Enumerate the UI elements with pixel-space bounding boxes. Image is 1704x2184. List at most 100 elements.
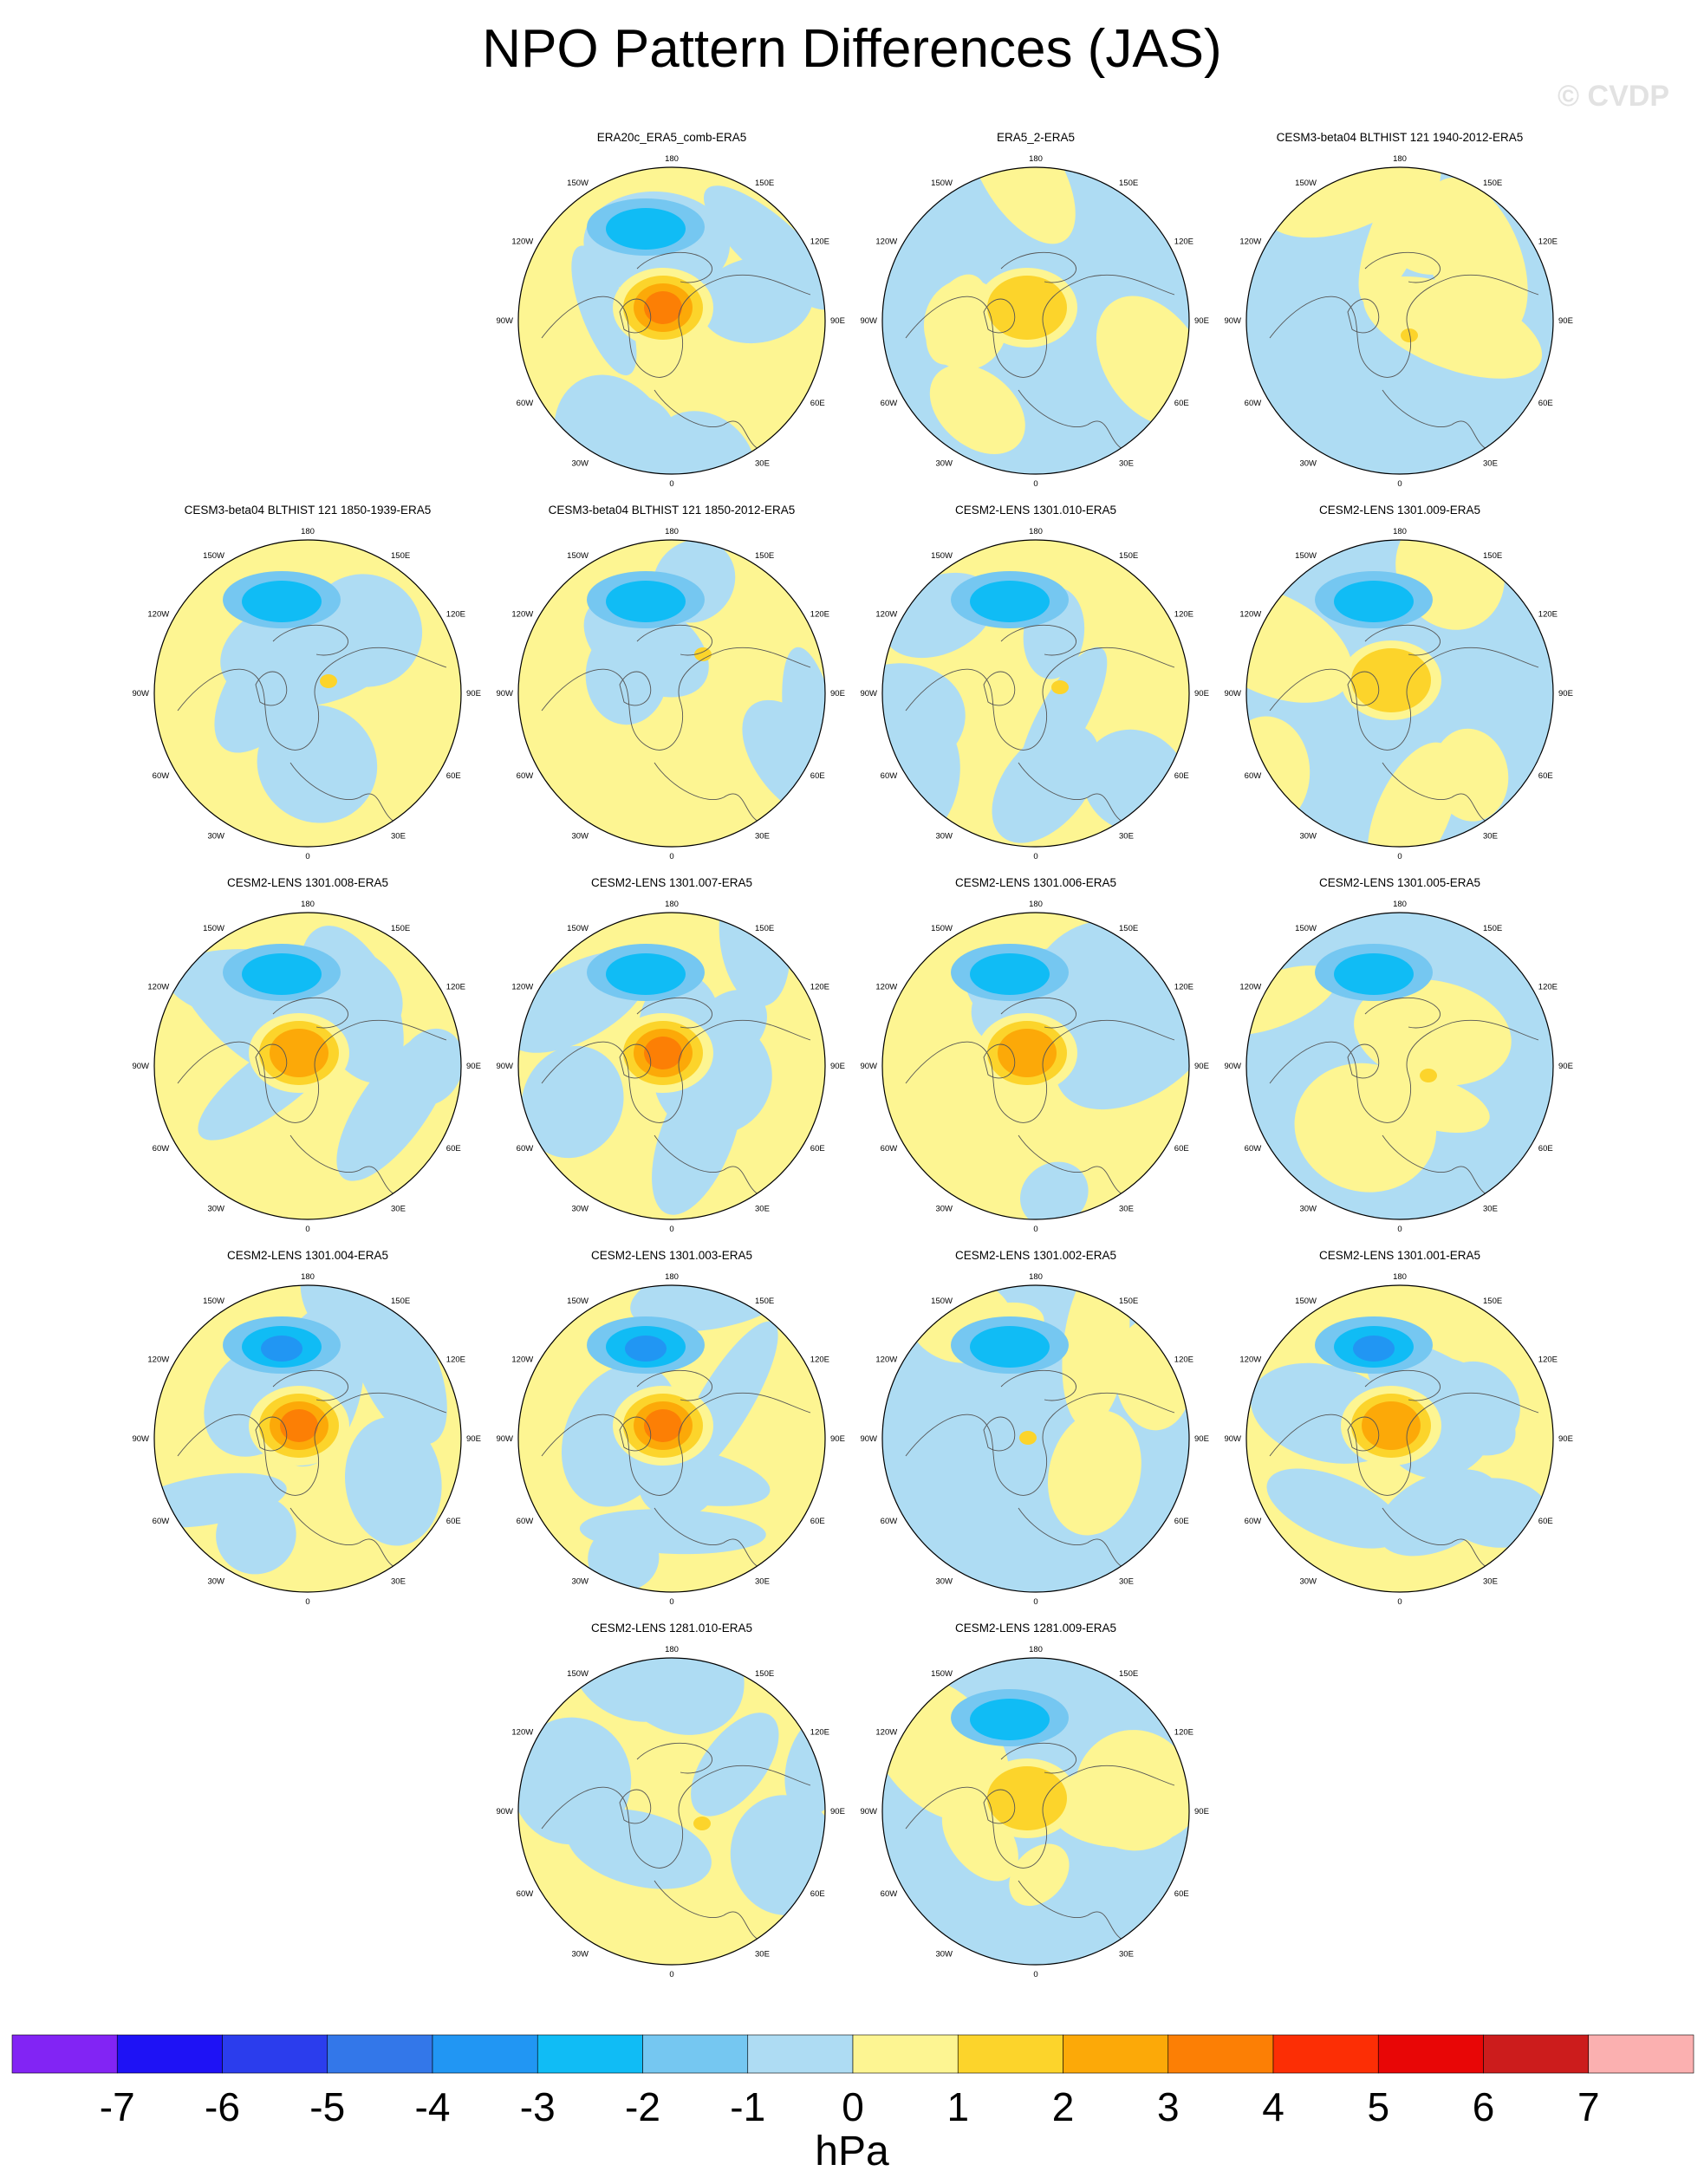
map-tick-label: 150E xyxy=(1483,1297,1502,1306)
map-tick-label: 60W xyxy=(881,399,898,408)
map-tick-label: 0 xyxy=(305,852,309,861)
map-tick-label: 60W xyxy=(1245,1144,1262,1154)
map-tick-label: 120W xyxy=(147,610,169,620)
colorbar-swatch xyxy=(1483,2034,1590,2074)
positive-anomaly-contour xyxy=(320,674,337,688)
map-tick-label: 60W xyxy=(881,771,898,781)
map-tick-label: 0 xyxy=(1033,1970,1037,1979)
map-tick-label: 30W xyxy=(207,1204,224,1213)
polar-map-panel: 180 0 90W 90E 150W 150E 120W 120E 60W 60E 30W 30E xyxy=(1224,900,1573,1234)
map-border xyxy=(881,912,1190,1220)
map-tick-label: 30E xyxy=(391,831,406,841)
map-tick-label: 0 xyxy=(669,479,673,489)
page-title: NPO Pattern Differences (JAS) xyxy=(482,19,1222,79)
map-tick-label: 150W xyxy=(203,1297,224,1306)
map-tick-label: 90E xyxy=(1194,1062,1209,1071)
map-tick-label: 0 xyxy=(1033,852,1037,861)
map-border xyxy=(517,539,826,848)
map-tick-label: 30E xyxy=(1119,1204,1134,1213)
colorbar-swatch xyxy=(11,2034,118,2074)
polar-map-panel: 180 0 90W 90E 150W 150E 120W 120E 60W 60E 30W 30E xyxy=(132,900,481,1234)
map-tick-label: 90E xyxy=(1558,1062,1573,1071)
map-tick-label: 60E xyxy=(1174,1517,1189,1526)
map-tick-label: 150W xyxy=(567,924,589,933)
map-border xyxy=(517,1284,826,1593)
anomaly-region xyxy=(1365,1071,1490,1133)
map-tick-label: 120E xyxy=(1174,1728,1193,1738)
map-tick-label: 150W xyxy=(1295,1297,1317,1306)
anomaly-region xyxy=(882,663,966,777)
map-tick-label: 180 xyxy=(1393,154,1407,164)
panel-title: CESM2-LENS 1301.004-ERA5 xyxy=(226,1249,389,1262)
polar-map-panel: 180 0 90W 90E 150W 150E 120W 120E 60W 60E 30W 30E xyxy=(860,900,1209,1234)
anomaly-region xyxy=(1246,965,1337,1036)
map-tick-label: 150W xyxy=(567,551,589,561)
map-tick-label: 150W xyxy=(931,551,953,561)
coastlines xyxy=(177,1369,447,1570)
colorbar-tick-label: -2 xyxy=(625,2084,660,2129)
map-tick-label: 150W xyxy=(931,1297,953,1306)
map-tick-label: 30W xyxy=(1299,1576,1317,1586)
map-tick-label: 30W xyxy=(207,831,224,841)
map-tick-label: 150W xyxy=(203,551,224,561)
map-tick-label: 90E xyxy=(830,316,845,326)
polar-map-panel: 180 0 90W 90E 150W 150E 120W 120E 60W 60E 30W 30E xyxy=(496,1645,844,1979)
map-tick-label: 90E xyxy=(466,1062,481,1071)
negative-anomaly-contour xyxy=(242,581,322,622)
polar-map-panel: 180 0 90W 90E 150W 150E 120W 120E 60W 60E 30W 30E xyxy=(860,154,1208,489)
panel-title: CESM2-LENS 1301.005-ERA5 xyxy=(1318,876,1481,889)
map-tick-label: 30W xyxy=(935,1204,953,1213)
panel-title: CESM2-LENS 1301.010-ERA5 xyxy=(954,504,1117,517)
polar-map-panel: 180 0 90W 90E 150W 150E 120W 120E 60W 60E 30W 30E xyxy=(496,154,845,489)
map-tick-label: 150E xyxy=(1119,179,1138,188)
anomaly-region xyxy=(1266,1468,1403,1549)
colorbar-tick-label: 3 xyxy=(1156,2084,1180,2129)
map-tick-label: 120E xyxy=(1538,237,1558,247)
polar-map-panel: 180 0 90W 90E 150W 150E 120W 120E 60W 60E 30W 30E xyxy=(860,527,1209,861)
coastlines xyxy=(905,1742,1175,1943)
anomaly-region xyxy=(1432,728,1509,822)
panel-title: CESM2-LENS 1301.009-ERA5 xyxy=(1318,504,1481,517)
colorbar-tick-label: -4 xyxy=(414,2084,451,2129)
map-tick-label: 90E xyxy=(830,1434,845,1444)
map-tick-label: 150E xyxy=(1483,924,1502,933)
map-tick-label: 90W xyxy=(496,1807,513,1817)
map-tick-label: 0 xyxy=(1033,479,1037,489)
map-tick-label: 90E xyxy=(1194,689,1209,699)
map-tick-label: 0 xyxy=(669,1225,673,1234)
anomaly-region xyxy=(1047,1410,1141,1536)
positive-anomaly-contour xyxy=(987,276,1067,340)
map-tick-label: 120W xyxy=(511,1728,533,1738)
map-tick-label: 90W xyxy=(1224,689,1241,699)
anomaly-region xyxy=(1376,193,1464,275)
anomaly-region xyxy=(703,185,825,310)
anomaly-region xyxy=(347,1285,447,1445)
map-tick-label: 120W xyxy=(875,610,897,620)
map-tick-label: 60E xyxy=(446,1144,461,1154)
map-tick-label: 60E xyxy=(810,1144,825,1154)
map-tick-label: 120E xyxy=(1174,610,1193,620)
map-tick-label: 0 xyxy=(1397,852,1402,861)
anomaly-region xyxy=(691,1713,779,1817)
negative-anomaly-contour xyxy=(242,953,322,995)
map-tick-label: 120W xyxy=(875,1355,897,1365)
panel-title: CESM3-beta04 BLTHIST 121 1850-1939-ERA5 xyxy=(184,504,432,517)
map-tick-label: 90W xyxy=(496,1434,513,1444)
map-tick-label: 120W xyxy=(147,983,169,992)
map-tick-label: 150W xyxy=(931,1669,953,1679)
map-tick-label: 150W xyxy=(1295,551,1317,561)
map-border xyxy=(517,166,826,475)
map-tick-label: 0 xyxy=(305,1597,309,1607)
anomaly-region xyxy=(588,1524,660,1592)
map-tick-label: 60W xyxy=(153,1144,170,1154)
map-tick-label: 90W xyxy=(860,316,877,326)
panel-title: CESM2-LENS 1281.009-ERA5 xyxy=(954,1622,1117,1635)
map-tick-label: 30W xyxy=(571,458,589,468)
anomaly-region xyxy=(571,245,637,376)
positive-anomaly-contour xyxy=(1019,1431,1037,1445)
positive-anomaly-contour xyxy=(1420,1069,1437,1082)
map-tick-label: 150W xyxy=(203,924,224,933)
colorbar-tick-label: 5 xyxy=(1367,2084,1390,2129)
anomaly-region xyxy=(784,1713,825,1817)
units-label: hPa xyxy=(815,2129,889,2174)
